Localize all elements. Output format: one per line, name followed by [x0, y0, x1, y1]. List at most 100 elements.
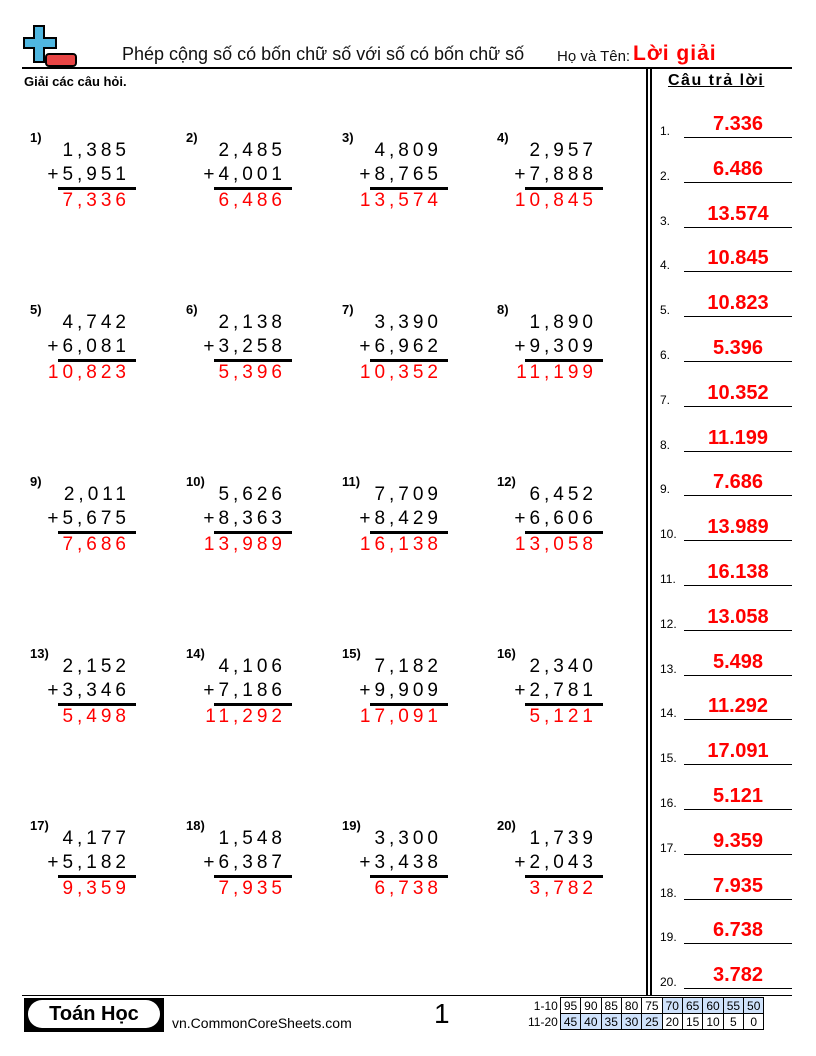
problem-number: 4) — [497, 130, 509, 145]
addend-bottom: +8,363 — [203, 508, 286, 529]
sum-line — [370, 187, 448, 190]
score-row-label: 1-10 — [533, 998, 558, 1013]
problem-number: 19) — [342, 818, 361, 833]
answer-number: 6. — [660, 348, 671, 362]
problem-number: 12) — [497, 474, 516, 489]
problem-number: 14) — [186, 646, 205, 661]
problem-answer: 17,091 — [359, 706, 442, 727]
problem-answer: 13,058 — [514, 534, 597, 555]
sum-line — [58, 359, 136, 362]
addend-bottom: +6,606 — [514, 508, 597, 529]
score-cell: 90 — [580, 997, 602, 1014]
sum-line — [525, 703, 603, 706]
problem-number: 1) — [30, 130, 42, 145]
problem: 8) 1,890 +9,309 11,199 — [497, 302, 647, 402]
answer-line — [684, 495, 792, 497]
answer-number: 16. — [660, 796, 677, 810]
answer-line — [684, 540, 792, 542]
answer-number: 14. — [660, 706, 677, 721]
answer-item: 18. 7.935 — [660, 862, 792, 902]
answer-value: 7.336 — [712, 113, 764, 135]
sum-line — [370, 531, 448, 534]
score-cell: 20 — [661, 1013, 683, 1030]
score-cell: 35 — [600, 1013, 622, 1030]
score-cell: 5 — [722, 1013, 745, 1030]
answer-number: 11. — [660, 572, 676, 586]
addend-bottom: +6,081 — [47, 336, 130, 357]
score-row: 1-10 95 90 85 80 75 70 65 60 55 50 — [525, 997, 765, 1014]
answer-value: 13.574 — [707, 202, 769, 225]
sum-line — [214, 875, 292, 878]
brand-label: Toán Học — [28, 1000, 160, 1028]
problem-answer: 5,498 — [62, 706, 130, 727]
answer-line — [684, 719, 792, 721]
instructions: Giải các câu hỏi. — [24, 74, 127, 89]
answer-line — [684, 853, 792, 855]
sum-line — [58, 531, 136, 534]
sum-line — [214, 703, 292, 706]
answer-item: 17. 9.359 — [660, 817, 792, 857]
problem: 19) 3,300 +3,438 6,738 — [342, 818, 492, 918]
answer-item: 19. 6.738 — [660, 906, 792, 946]
score-row: 11-20 45 40 35 30 25 20 15 10 5 0 — [525, 1013, 765, 1030]
answer-number: 17. — [660, 840, 677, 855]
sum-line — [370, 359, 448, 362]
problem-number: 13) — [30, 646, 49, 661]
addend-top: 2,957 — [529, 140, 597, 161]
score-cell: 10 — [702, 1013, 724, 1030]
answer-item: 6. 5.396 — [660, 324, 792, 364]
answer-item: 8. 11.199 — [660, 414, 792, 454]
problem-number: 15) — [342, 646, 361, 661]
addend-top: 3,300 — [374, 828, 442, 849]
sum-line — [214, 531, 292, 534]
answer-number: 9. — [660, 482, 671, 497]
answer-item: 2. 6.486 — [660, 145, 792, 185]
addend-top: 3,390 — [374, 312, 442, 333]
answer-value: 7.935 — [712, 874, 764, 897]
answer-line — [684, 226, 792, 228]
addend-bottom: +7,186 — [203, 680, 286, 701]
answer-item: 16. 5.121 — [660, 772, 792, 812]
problem-number: 5) — [30, 302, 42, 317]
answer-number: 5. — [660, 303, 671, 318]
answer-item: 15. 17.091 — [660, 727, 792, 767]
problem: 15) 7,182 +9,909 17,091 — [342, 646, 492, 746]
addend-bottom: +5,951 — [47, 164, 130, 185]
sum-line — [370, 875, 448, 878]
problem-answer: 16,138 — [359, 534, 442, 555]
problem-number: 6) — [186, 302, 198, 317]
problem-number: 2) — [186, 130, 198, 145]
answer-number: 1. — [660, 124, 671, 138]
answer-item: 5. 10.823 — [660, 279, 792, 319]
problem: 9) 2,011 +5,675 7,686 — [30, 474, 180, 574]
score-cell: 60 — [702, 997, 724, 1014]
answer-value: 17.091 — [707, 740, 769, 763]
problem-answer: 9,359 — [62, 878, 130, 899]
addend-top: 2,152 — [62, 656, 130, 677]
answer-item: 12. 13.058 — [660, 593, 792, 633]
problem: 14) 4,106 +7,186 11,292 — [186, 646, 336, 746]
answer-value: 10.352 — [707, 381, 769, 404]
problem: 1) 1,385 +5,951 7,336 — [30, 130, 180, 230]
addend-top: 5,626 — [218, 484, 286, 505]
problem-answer: 6,738 — [374, 878, 442, 899]
problem-answer: 6,486 — [218, 190, 286, 211]
problem: 2) 2,485 +4,001 6,486 — [186, 130, 336, 230]
addend-bottom: +3,346 — [47, 680, 130, 701]
footer-divider — [22, 995, 792, 996]
answer-line — [684, 450, 792, 452]
score-cell: 70 — [661, 997, 683, 1014]
problem: 16) 2,340 +2,781 5,121 — [497, 646, 647, 746]
addend-top: 2,138 — [218, 312, 286, 333]
answer-line — [684, 181, 792, 183]
problem: 20) 1,739 +2,043 3,782 — [497, 818, 647, 918]
problem-answer: 7,935 — [218, 878, 286, 899]
addend-bottom: +5,182 — [47, 852, 130, 873]
answer-value: 11.199 — [707, 426, 769, 449]
score-cell: 40 — [580, 1013, 602, 1030]
answer-item: 7. 10.352 — [660, 369, 792, 409]
addend-bottom: +6,387 — [203, 852, 286, 873]
problem-answer: 5,121 — [529, 706, 597, 727]
answer-value: 6.486 — [712, 157, 764, 180]
sum-line — [525, 187, 603, 190]
